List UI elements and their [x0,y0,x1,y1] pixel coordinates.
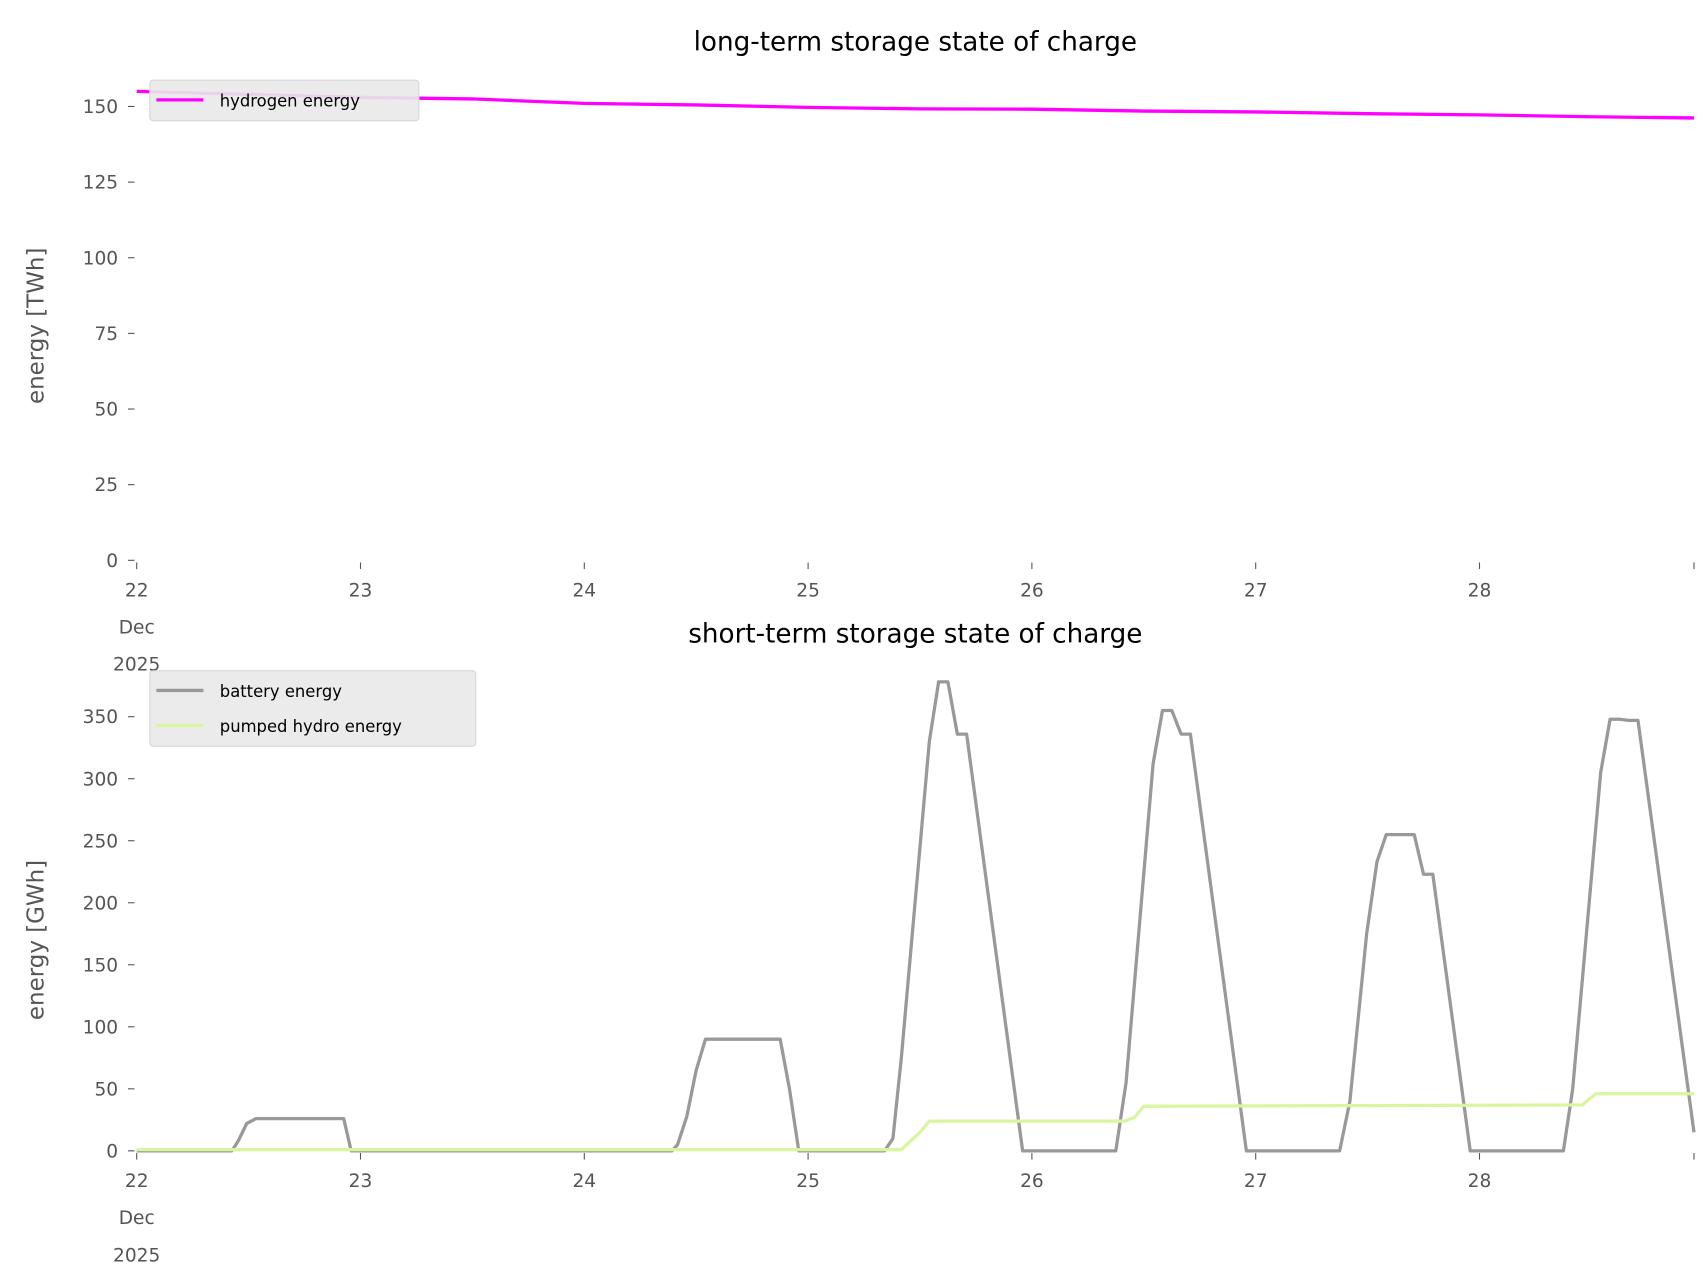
legend: hydrogen energy [149,79,420,122]
y-axis-label: energy [GWh] [24,860,50,1020]
y-tick-label: 300 [83,769,118,790]
x-tick-label: 22 [125,580,149,601]
x-tick-label: 27 [1244,580,1268,601]
series-line-battery-energy [136,680,1696,1153]
short-term-storage-chart: short-term storage state of charge energy… [24,619,1696,1266]
legend: battery energy pumped hydro energy [149,670,477,747]
x-tick-label: 28 [1468,1171,1492,1192]
y-tick-label: 100 [83,248,118,269]
x-tick-label: 25 [796,580,820,601]
y-tick-label: 150 [83,97,118,118]
y-tick-label: 0 [106,1141,118,1162]
chart-title: long-term storage state of charge [694,28,1137,58]
legend-box [149,670,477,747]
y-tick-label: 350 [83,707,118,728]
x-tick-label: 22 [125,1171,149,1192]
legend-label: battery energy [220,682,342,701]
x-tick-sublabel: Dec [119,618,155,639]
x-tick-label: 24 [572,580,596,601]
y-tick-label: 150 [83,955,118,976]
y-tick-label: 75 [94,324,118,345]
y-tick-label: 125 [83,173,118,194]
x-tick-label: 26 [1020,1171,1044,1192]
chart-title: short-term storage state of charge [688,619,1142,649]
series-line-pumped-hydro-energy [136,1092,1694,1152]
x-tick-sublabel: 2025 [113,1245,160,1266]
y-tick-label: 25 [94,475,118,496]
y-tick-label: 100 [83,1017,118,1038]
x-tick-sublabel: 2025 [113,655,160,676]
y-axis-label: energy [TWh] [24,248,50,404]
legend-label: pumped hydro energy [220,717,402,736]
long-term-storage-chart: long-term storage state of charge energy … [24,28,1695,676]
y-tick-label: 50 [94,1079,118,1100]
y-tick-label: 250 [83,831,118,852]
x-tick-label: 27 [1244,1171,1268,1192]
y-tick-label: 200 [83,893,118,914]
x-tick-sublabel: Dec [119,1208,155,1229]
x-tick-label: 26 [1020,580,1044,601]
y-tick-label: 50 [94,400,118,421]
legend-box [149,79,420,122]
y-tick-label: 0 [106,551,118,572]
x-tick-label: 23 [349,580,373,601]
legend-label: hydrogen energy [220,91,360,110]
x-tick-label: 24 [572,1171,596,1192]
x-tick-label: 25 [796,1171,820,1192]
series-line-hydrogen-energy [136,89,1694,120]
x-tick-label: 28 [1468,580,1492,601]
x-tick-label: 23 [349,1171,373,1192]
